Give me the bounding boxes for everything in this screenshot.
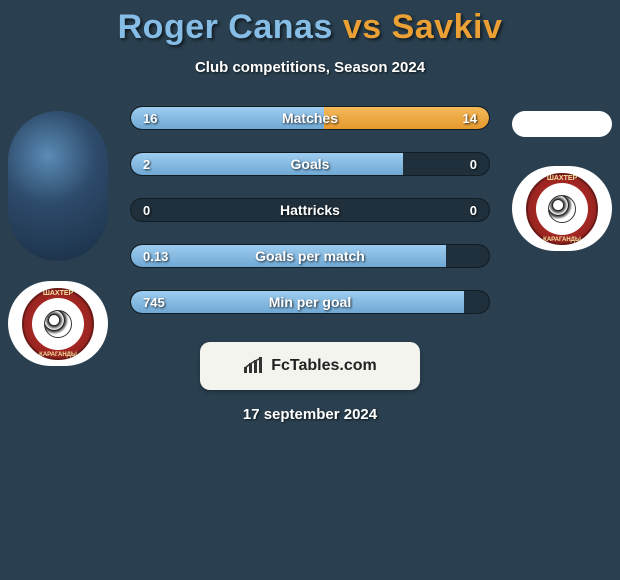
watermark[interactable]: FcTables.com [200, 342, 420, 390]
stat-bar-left-fill [131, 107, 324, 129]
player2-club-badge: ШАХТЕР КАРАГАНДЫ [512, 166, 612, 251]
crest-text-top: ШАХТЕР [526, 175, 598, 182]
club-crest: ШАХТЕР КАРАГАНДЫ [526, 173, 598, 245]
stat-bars: 16 Matches 14 2 Goals 0 0 Hattricks 0 0.… [130, 106, 490, 314]
date-text: 17 september 2024 [0, 406, 620, 423]
club-crest: ШАХТЕР КАРАГАНДЫ [22, 288, 94, 360]
stat-row: 0 Hattricks 0 [130, 198, 490, 222]
stat-bar-left-fill [131, 245, 446, 267]
vs-text: vs [343, 8, 382, 46]
stat-bar-left-fill [131, 153, 403, 175]
stat-right-value: 0 [470, 153, 477, 175]
stat-left-value: 0 [143, 199, 150, 221]
watermark-text: FcTables.com [271, 357, 377, 375]
crest-text-top: ШАХТЕР [22, 290, 94, 297]
stat-bar-right-fill [324, 107, 489, 129]
stat-bar-track: 16 Matches 14 [130, 106, 490, 130]
player2-name: Savkiv [392, 8, 503, 46]
stat-label: Hattricks [131, 199, 489, 221]
player1-name: Roger Canas [118, 8, 333, 46]
player2-photo [512, 111, 612, 137]
stat-bar-track: 745 Min per goal [130, 290, 490, 314]
player1-photo [8, 111, 108, 261]
stat-bar-left-fill [131, 291, 464, 313]
stat-bar-track: 0 Hattricks 0 [130, 198, 490, 222]
subtitle: Club competitions, Season 2024 [0, 59, 620, 76]
stat-bar-track: 0.13 Goals per match [130, 244, 490, 268]
stat-row: 2 Goals 0 [130, 152, 490, 176]
stat-row: 0.13 Goals per match [130, 244, 490, 268]
stat-row: 16 Matches 14 [130, 106, 490, 130]
stat-row: 745 Min per goal [130, 290, 490, 314]
comparison-content: ШАХТЕР КАРАГАНДЫ ШАХТЕР КАРАГАНДЫ 16 Mat… [0, 106, 620, 423]
crest-text-bottom: КАРАГАНДЫ [526, 237, 598, 243]
player1-club-badge: ШАХТЕР КАРАГАНДЫ [8, 281, 108, 366]
stat-right-value: 0 [470, 199, 477, 221]
chart-icon [243, 357, 265, 375]
page-title: Roger Canas vs Savkiv [0, 0, 620, 47]
stat-bar-track: 2 Goals 0 [130, 152, 490, 176]
crest-text-bottom: КАРАГАНДЫ [22, 352, 94, 358]
